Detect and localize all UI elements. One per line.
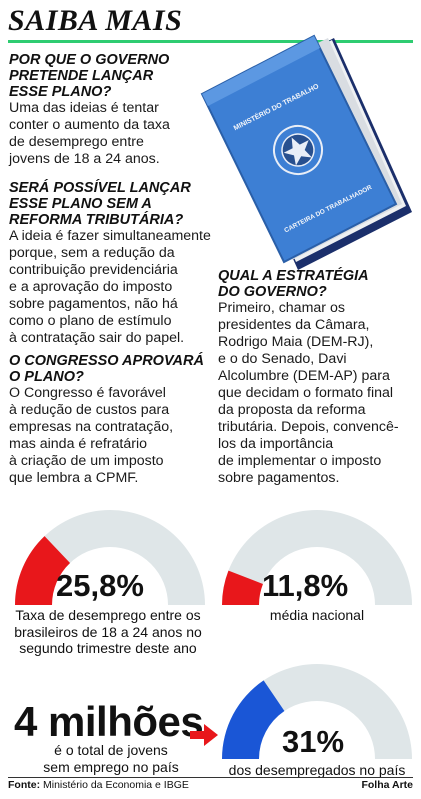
faq-answer-3: O Congresso é favorável à redução de cus… bbox=[9, 385, 174, 486]
gauge-1-caption: Taxa de desemprego entre os brasileiros … bbox=[14, 607, 202, 656]
gauge-fill bbox=[222, 570, 263, 605]
gauge-3-caption: dos desempregados no país bbox=[228, 762, 406, 778]
gauge-fill bbox=[222, 680, 285, 759]
faq-question-2: SERÁ POSSÍVEL LANÇAR ESSE PLANO SEM A RE… bbox=[9, 180, 191, 228]
gauge-2-value: 11,8% bbox=[262, 568, 349, 603]
gauge-track bbox=[222, 510, 412, 605]
stat-youth-unemployed: 4 milhões bbox=[14, 698, 204, 745]
faq-block-strategy: QUAL A ESTRATÉGIA DO GOVERNO? Primeiro, … bbox=[218, 268, 399, 487]
gauge-track bbox=[15, 510, 205, 605]
source-text: Ministério da Economia e IBGE bbox=[43, 779, 189, 791]
gauge-youth-share-of-unemployed bbox=[222, 664, 412, 759]
faq-block-3: O CONGRESSO APROVARÁ O PLANO? O Congress… bbox=[9, 353, 204, 487]
arrow-right-icon bbox=[190, 724, 218, 746]
stat-caption: é o total de jovens sem emprego no país bbox=[43, 742, 179, 775]
gauge-fill bbox=[15, 536, 71, 605]
work-card-book-illustration: MINISTÉRIO DO TRABALHO CARTEIRA DO TRABA… bbox=[200, 34, 412, 270]
gauge-1-value: 25,8% bbox=[56, 568, 144, 603]
faq-answer-2: A ideia é fazer simultaneamente porque, … bbox=[9, 228, 211, 346]
credit: Folha Arte bbox=[361, 779, 413, 791]
faq-question-1: POR QUE O GOVERNO PRETENDE LANÇAR ESSE P… bbox=[9, 52, 170, 100]
footer: Fonte: Ministério da Economia e IBGE Fol… bbox=[8, 779, 413, 797]
faq-block-2: SERÁ POSSÍVEL LANÇAR ESSE PLANO SEM A RE… bbox=[9, 180, 211, 347]
faq-answer-1: Uma das ideias é tentar conter o aumento… bbox=[9, 100, 170, 167]
faq-block-1: POR QUE O GOVERNO PRETENDE LANÇAR ESSE P… bbox=[9, 52, 170, 168]
faq-question-strategy: QUAL A ESTRATÉGIA DO GOVERNO? bbox=[218, 268, 369, 300]
page-title: SAIBA MAIS bbox=[8, 4, 183, 37]
faq-question-3: O CONGRESSO APROVARÁ O PLANO? bbox=[9, 353, 204, 385]
gauge-youth-unemployment bbox=[15, 510, 205, 605]
faq-answer-strategy: Primeiro, chamar os presidentes da Câmar… bbox=[218, 300, 399, 486]
source-label: Fonte: bbox=[8, 779, 41, 791]
source-line: Fonte: Ministério da Economia e IBGE bbox=[8, 779, 189, 791]
gauge-track bbox=[222, 664, 412, 759]
gauge-3-value: 31% bbox=[282, 724, 345, 759]
title-divider bbox=[8, 40, 413, 43]
footer-divider bbox=[8, 777, 413, 778]
gauge-national-unemployment bbox=[222, 510, 412, 605]
gauge-2-caption: média nacional bbox=[269, 607, 365, 623]
